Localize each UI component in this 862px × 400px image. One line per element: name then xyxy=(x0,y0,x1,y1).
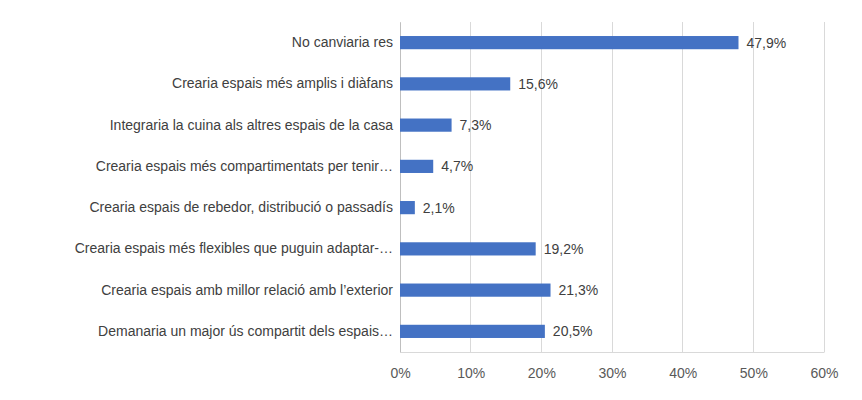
grid xyxy=(400,22,824,352)
bar xyxy=(400,201,415,214)
bar xyxy=(400,77,510,90)
x-axis-line xyxy=(401,352,825,353)
y-tick-label: Demanaria un major ús compartit dels esp… xyxy=(98,323,393,339)
data-label: 19,2% xyxy=(544,241,584,257)
y-tick-label: No canviaria res xyxy=(292,34,393,50)
y-tick: Crearia espais més flexibles que puguin … xyxy=(75,240,400,256)
y-tick: Integraria la cuina als altres espais de… xyxy=(110,117,400,133)
bar xyxy=(400,36,738,49)
y-tick-label: Crearia espais més amplis i diàfans xyxy=(172,75,393,91)
grid-line xyxy=(612,22,613,352)
bar xyxy=(400,160,433,173)
grid-line xyxy=(400,22,401,352)
x-axis: 0% 10% 20% 30% 40% 50% 60% xyxy=(390,352,838,381)
chart: 0% 10% 20% 30% 40% 50% 60% No canviaria res Crea… xyxy=(0,0,862,400)
x-tick: 40% xyxy=(669,352,697,381)
x-tick-label: 0% xyxy=(390,365,410,381)
y-tick-label: Crearia espais més compartimentats per t… xyxy=(96,158,393,174)
x-tick-label: 20% xyxy=(528,365,556,381)
y-tick-label: Crearia espais més flexibles que puguin … xyxy=(75,240,393,256)
x-tick: 60% xyxy=(810,352,838,381)
bar xyxy=(400,284,551,297)
x-tick: 20% xyxy=(528,352,556,381)
data-label: 4,7% xyxy=(441,158,473,174)
y-axis-line xyxy=(400,23,401,353)
data-label: 21,3% xyxy=(559,282,599,298)
data-label: 15,6% xyxy=(518,76,558,92)
x-tick-label: 60% xyxy=(810,365,838,381)
grid-line xyxy=(470,22,471,352)
x-tick-label: 50% xyxy=(740,365,768,381)
y-axis: No canviaria res Crearia espais més ampli… xyxy=(75,23,401,353)
grid-line xyxy=(824,22,825,352)
data-label: 2,1% xyxy=(423,200,455,216)
data-labels: 47,9% 15,6% 7,3% 4,7% 2,1% 19,2% 21,3% 20,5% xyxy=(423,35,786,340)
x-tick-label: 40% xyxy=(669,365,697,381)
data-label: 7,3% xyxy=(460,117,492,133)
bars xyxy=(400,36,738,338)
bar xyxy=(400,325,545,338)
grid-line xyxy=(541,22,542,352)
y-tick: Crearia espais de rebedor, distribució o… xyxy=(89,199,400,215)
grid-line xyxy=(753,22,754,352)
y-tick: Crearia espais més compartimentats per t… xyxy=(96,158,400,174)
y-tick: Crearia espais més amplis i diàfans xyxy=(172,75,400,91)
data-label: 20,5% xyxy=(553,323,593,339)
bar xyxy=(400,242,536,255)
x-tick: 0% xyxy=(390,352,410,381)
y-tick: Demanaria un major ús compartit dels esp… xyxy=(98,323,400,339)
bar xyxy=(400,119,452,132)
y-tick: Crearia espais amb millor relació amb l’… xyxy=(101,282,400,298)
grid-line xyxy=(682,22,683,352)
plot: 0% 10% 20% 30% 40% 50% 60% No canviaria res Crea… xyxy=(75,22,839,381)
y-tick-label: Crearia espais de rebedor, distribució o… xyxy=(89,199,393,215)
y-tick-label: Crearia espais amb millor relació amb l’… xyxy=(101,282,393,298)
x-tick: 10% xyxy=(457,352,485,381)
y-tick: No canviaria res xyxy=(292,34,400,50)
x-tick-label: 30% xyxy=(598,365,626,381)
x-tick-label: 10% xyxy=(457,365,485,381)
x-tick: 50% xyxy=(740,352,768,381)
x-tick: 30% xyxy=(598,352,626,381)
data-label: 47,9% xyxy=(746,35,786,51)
y-tick-label: Integraria la cuina als altres espais de… xyxy=(110,117,393,133)
